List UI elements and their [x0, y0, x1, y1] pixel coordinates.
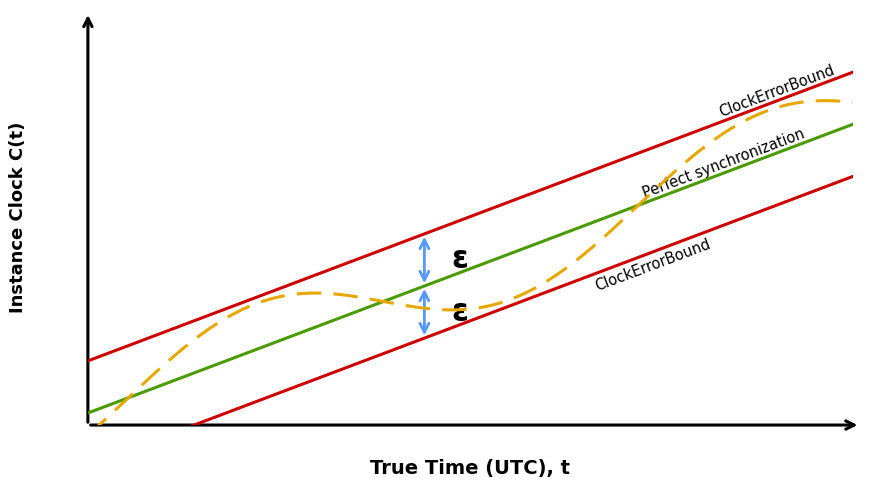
Text: ClockErrorBound: ClockErrorBound: [592, 236, 711, 294]
Text: True Time (UTC), t: True Time (UTC), t: [370, 459, 570, 478]
Text: Perfect synchronization: Perfect synchronization: [640, 127, 806, 201]
Text: ε: ε: [450, 298, 468, 327]
Text: Instance Clock C(t): Instance Clock C(t): [9, 122, 26, 313]
Text: ClockErrorBound: ClockErrorBound: [716, 62, 836, 119]
Text: ε: ε: [450, 245, 468, 274]
